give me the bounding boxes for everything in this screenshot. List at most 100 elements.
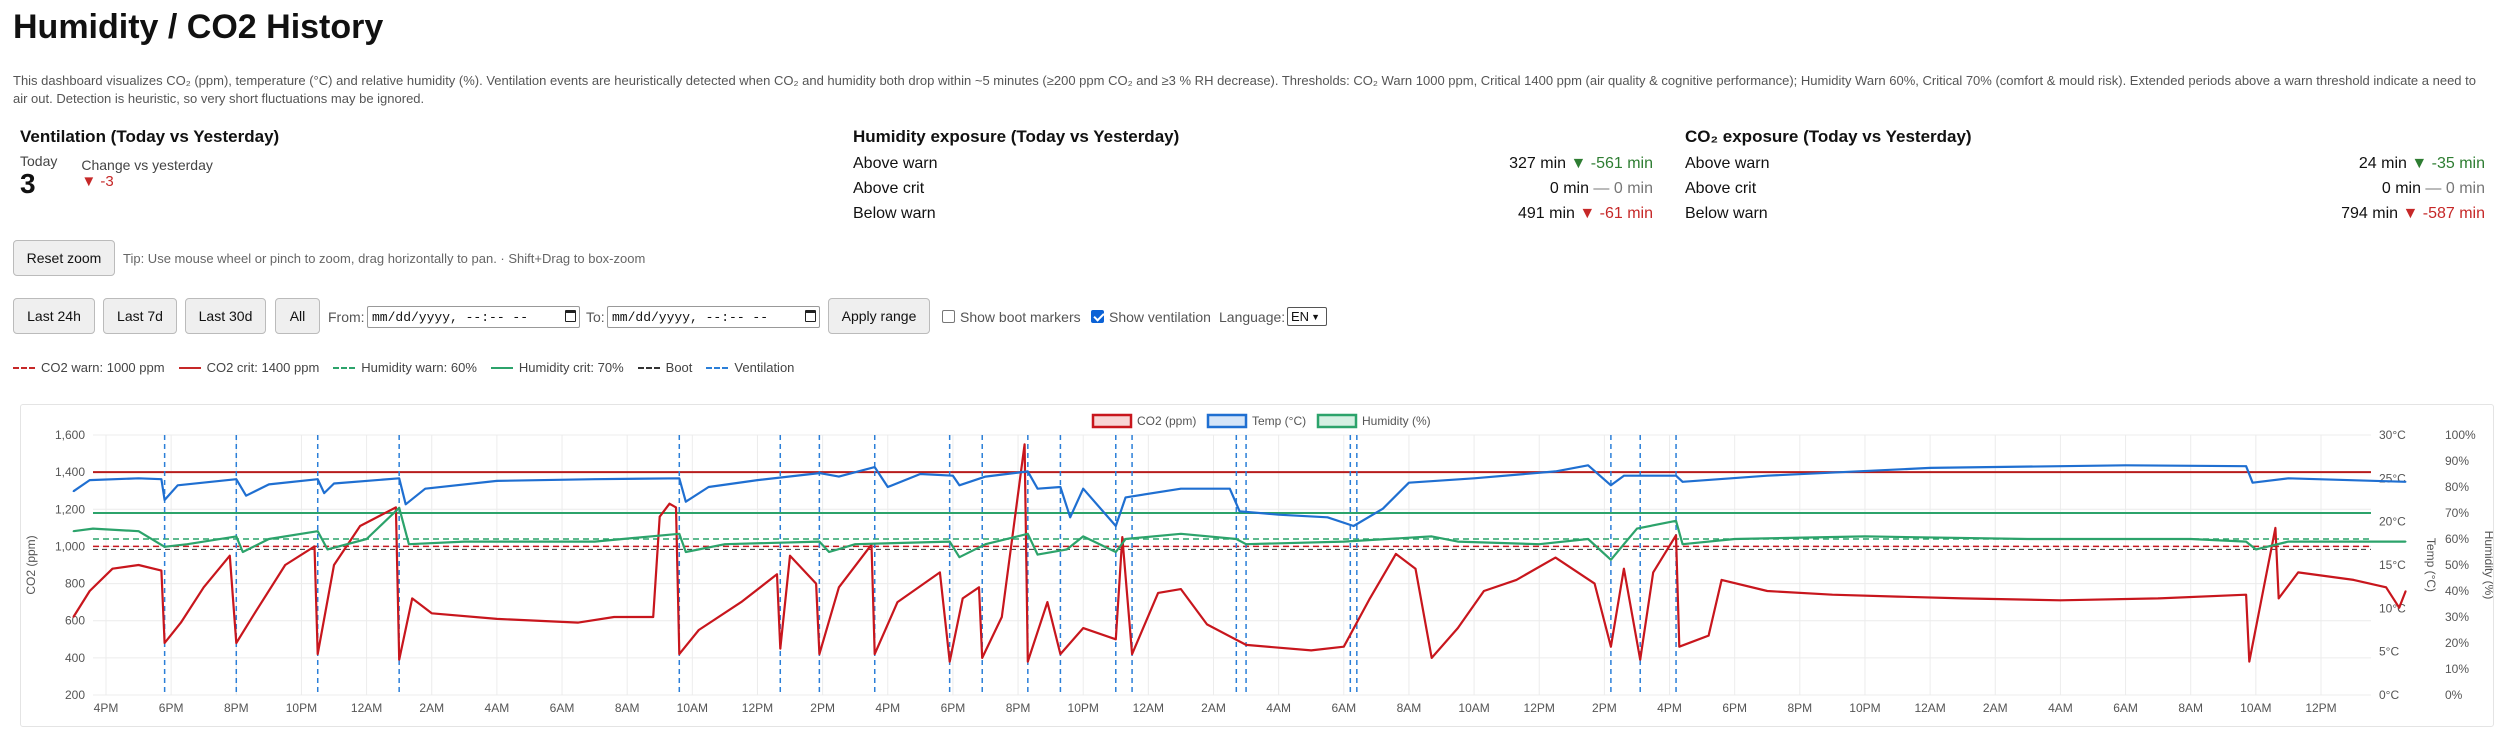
data-point-co2 — [1720, 579, 1723, 581]
legend-swatch — [13, 366, 35, 369]
x-tick-label: 8PM — [1787, 701, 1812, 715]
data-point-co2 — [229, 554, 231, 557]
data-point-temp — [2124, 464, 2127, 467]
language-select[interactable]: EN ▼ — [1287, 307, 1327, 326]
x-tick-label: 8AM — [615, 701, 640, 715]
data-point-co2 — [939, 571, 941, 574]
calendar-icon[interactable] — [805, 310, 816, 322]
data-point-co2 — [779, 647, 782, 650]
show-ventilation-label[interactable]: Show ventilation — [1109, 309, 1211, 325]
data-point-co2 — [577, 621, 580, 624]
y-tick-label-humidity: 80% — [2445, 480, 2469, 494]
y-axis-title-co2: CO2 (ppm) — [24, 535, 38, 594]
language-value: EN — [1291, 309, 1310, 324]
last-30d-button[interactable]: Last 30d — [185, 298, 266, 334]
data-point-temp — [1082, 487, 1084, 490]
data-point-humidity — [72, 530, 75, 532]
apply-range-button[interactable]: Apply range — [828, 298, 930, 334]
data-point-co2 — [978, 586, 980, 589]
data-point-humidity — [2255, 548, 2257, 551]
data-point-humidity — [1457, 540, 1459, 543]
data-point-temp — [316, 478, 319, 480]
data-point-temp — [593, 478, 596, 480]
data-point-co2 — [1343, 645, 1345, 648]
reset-zoom-button[interactable]: Reset zoom — [13, 240, 115, 276]
data-point-co2 — [160, 569, 163, 572]
y-tick-label-humidity: 10% — [2445, 662, 2469, 676]
exposure-row-value: 327 min — [1509, 155, 1567, 172]
data-point-co2 — [313, 545, 316, 548]
data-point-co2 — [1675, 534, 1677, 537]
show-ventilation-checkbox[interactable] — [1091, 310, 1104, 323]
data-point-humidity — [1538, 543, 1540, 545]
data-point-temp — [1069, 516, 1071, 519]
x-tick-label: 2AM — [419, 701, 444, 715]
chart-legend-swatch[interactable] — [1316, 413, 1358, 429]
data-point-co2 — [1457, 627, 1459, 629]
data-point-temp — [1766, 474, 1769, 477]
data-point-humidity — [268, 538, 270, 540]
to-datetime-input[interactable]: mm/dd/yyyy, --:-- -- — [607, 306, 820, 328]
data-point-co2 — [1483, 590, 1485, 592]
data-point-co2 — [398, 658, 401, 661]
co2-exposure-panel: CO₂ exposure (Today vs Yesterday) Above … — [1685, 127, 2485, 226]
exposure-row-delta: ▼ -561 min — [1566, 155, 1653, 172]
chart-legend-swatch[interactable] — [1206, 413, 1248, 429]
threshold-legend-item: CO2 crit: 1400 ppm — [178, 360, 319, 375]
y-axis-title-humidity: Humidity (%) — [2482, 531, 2493, 600]
chart-legend-swatch[interactable] — [1091, 413, 1133, 429]
data-point-co2 — [1896, 595, 1899, 598]
data-point-temp — [1036, 487, 1039, 490]
humidity-exposure-panel: Humidity exposure (Today vs Yesterday) A… — [853, 127, 1653, 226]
data-point-temp — [1352, 525, 1355, 527]
data-point-co2 — [1515, 579, 1518, 581]
data-point-temp — [496, 480, 498, 482]
show-boot-markers-label[interactable]: Show boot markers — [960, 309, 1081, 325]
data-point-co2 — [1115, 638, 1117, 641]
calendar-icon[interactable] — [565, 310, 576, 322]
data-point-co2 — [2245, 593, 2247, 596]
chart-container[interactable]: 200 400 600 800 1,000 1,200 1,400 1,600 4PM 6PM 8P… — [20, 404, 2496, 727]
history-chart[interactable]: 200 400 600 800 1,000 1,200 1,400 1,600 4PM 6PM 8P… — [21, 405, 2496, 726]
threshold-legend-item: CO2 warn: 1000 ppm — [13, 360, 165, 375]
last-7d-button[interactable]: Last 7d — [103, 298, 177, 334]
y-tick-label-co2: 1,000 — [55, 539, 85, 553]
data-point-temp — [1610, 484, 1612, 487]
x-tick-label: 10AM — [1458, 701, 1489, 715]
data-point-co2 — [2385, 586, 2387, 589]
series-line-co2 — [72, 443, 2407, 663]
from-datetime-input[interactable]: mm/dd/yyyy, --:-- -- — [367, 306, 580, 328]
y-tick-label-co2: 400 — [65, 651, 85, 665]
x-tick-label: 8AM — [1397, 701, 1422, 715]
x-tick-label: 4PM — [875, 701, 900, 715]
last-24h-button[interactable]: Last 24h — [13, 298, 95, 334]
data-point-humidity — [2404, 540, 2407, 543]
co2-exposure-title: CO₂ exposure (Today vs Yesterday) — [1685, 127, 1972, 146]
data-point-co2 — [1707, 634, 1710, 637]
exposure-row: Below warn 794 min ▼ -587 min — [1685, 201, 2485, 226]
y-tick-label-co2: 1,200 — [55, 502, 85, 516]
data-point-temp — [1587, 464, 1589, 467]
data-point-humidity — [1587, 538, 1589, 540]
data-point-humidity — [948, 540, 951, 543]
x-tick-label: 6PM — [159, 701, 184, 715]
data-point-humidity — [137, 530, 140, 532]
data-point-co2 — [838, 586, 840, 589]
data-point-humidity — [828, 551, 830, 553]
x-tick-label: 8PM — [224, 701, 249, 715]
data-point-co2 — [1831, 593, 1834, 596]
threshold-legend-item: Humidity warn: 60% — [333, 360, 477, 375]
data-point-humidity — [1235, 538, 1238, 540]
exposure-row-label: Below warn — [853, 205, 936, 222]
ventilation-panel: Ventilation (Today vs Yesterday) Today 3… — [20, 127, 820, 199]
all-button[interactable]: All — [275, 298, 320, 334]
show-boot-markers-checkbox[interactable] — [942, 310, 955, 323]
data-point-co2 — [675, 506, 677, 509]
exposure-row-delta: ▼ -587 min — [2398, 205, 2485, 222]
data-point-temp — [1238, 510, 1241, 513]
y-tick-label-co2: 800 — [65, 577, 85, 591]
data-point-humidity — [685, 551, 687, 553]
y-tick-label-temp: 30°C — [2379, 428, 2406, 442]
data-point-humidity — [1675, 520, 1677, 522]
data-point-co2 — [1554, 556, 1557, 559]
